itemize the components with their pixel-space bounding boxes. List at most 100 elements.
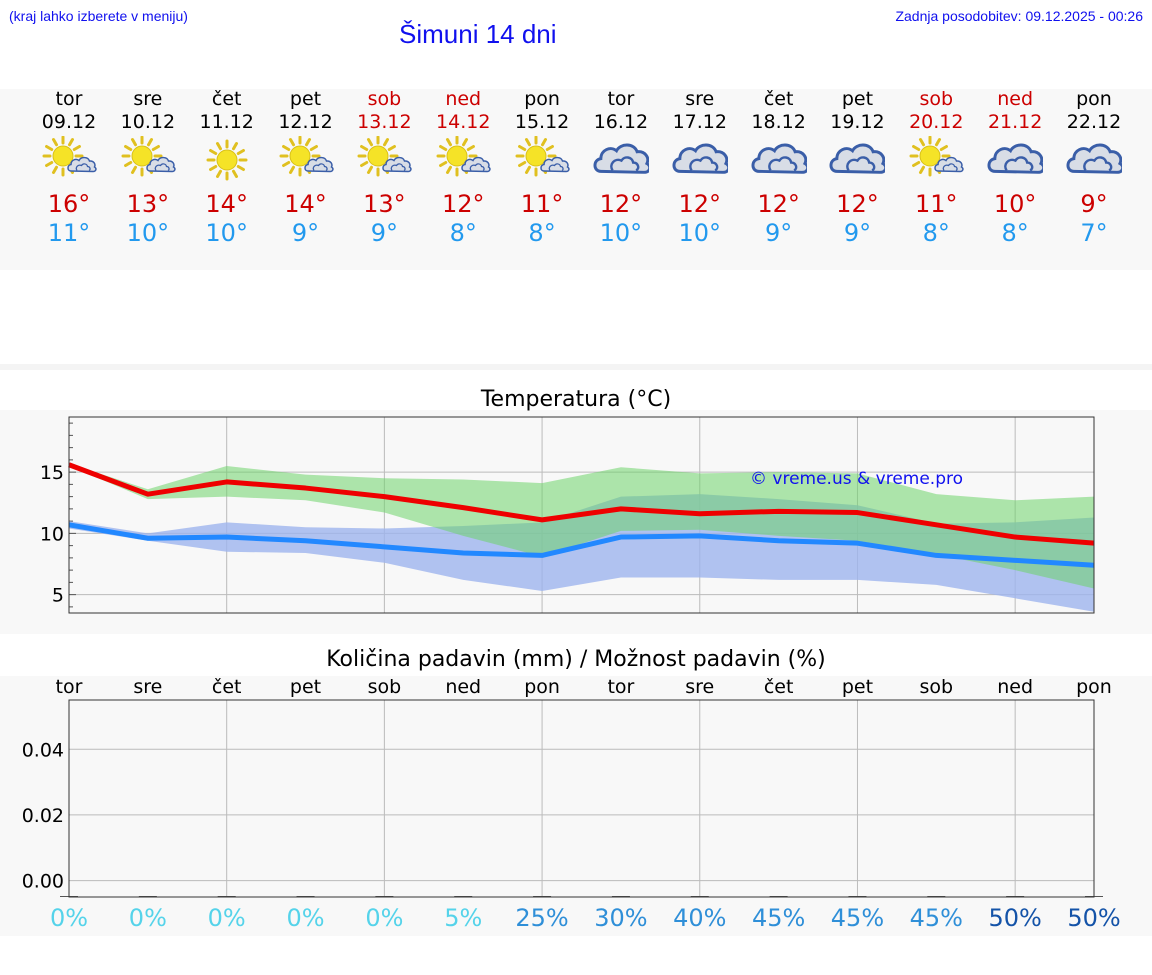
menu-hint[interactable]: (kraj lahko izberete v meniju): [9, 8, 188, 24]
forecast-day: pet 12.12 14° 9°: [267, 88, 345, 247]
day-date: 12.12: [278, 111, 333, 133]
day-date: 16.12: [593, 111, 649, 133]
sun-cloud-icon: [909, 136, 964, 177]
max-temp-range-band: [69, 463, 1094, 589]
day-name: sre: [685, 88, 715, 110]
precip-probability-label: 50%: [1067, 904, 1120, 932]
day-date: 21.12: [987, 111, 1043, 133]
forecast-day: pon 22.12 9° 7°: [1055, 88, 1133, 247]
day-name: pet: [289, 88, 322, 110]
min-temp: 8°: [922, 219, 950, 247]
cloud-icon: [1066, 143, 1122, 174]
cloud-icon: [829, 143, 886, 174]
max-temp: 11°: [915, 190, 958, 218]
cloud-icon: [751, 143, 807, 174]
precip-day-label: čet: [212, 676, 242, 698]
precip-probability-label: 40%: [673, 904, 726, 932]
day-date: 18.12: [751, 111, 806, 133]
min-temp: 9°: [370, 219, 399, 247]
forecast-day: sob 20.12 11° 8°: [897, 88, 975, 247]
precip-ytick-label: 0.00: [22, 871, 64, 893]
forecast-day: sre 17.12 12° 10°: [661, 88, 739, 247]
min-temp: 10°: [126, 219, 170, 247]
day-date: 13.12: [357, 111, 412, 133]
forecast-day: čet 11.12 14° 10°: [188, 88, 266, 247]
temp-ytick-label: 10: [40, 523, 64, 545]
day-name: pon: [1076, 88, 1112, 110]
day-name: sob: [919, 88, 954, 110]
sun-cloud-icon: [515, 136, 570, 177]
precip-day-label: pet: [842, 676, 873, 698]
day-date: 15.12: [514, 111, 570, 133]
precip-probability-label: 0%: [365, 904, 403, 932]
temp-ytick-label: 15: [40, 462, 64, 484]
precip-probability-label: 0%: [208, 904, 246, 932]
day-name: tor: [607, 88, 635, 110]
forecast-day: ned 14.12 12° 8°: [424, 88, 502, 247]
max-temp: 14°: [284, 190, 327, 218]
day-date: 14.12: [436, 111, 491, 133]
precip-day-label: ned: [997, 676, 1033, 698]
precip-day-label: sre: [133, 676, 162, 698]
min-temp-line: [68, 522, 1095, 568]
temp-plot-frame: [68, 416, 1095, 614]
precip-probability-label: 50%: [988, 904, 1041, 932]
temperature-chart-title: Temperatura (°C): [480, 387, 672, 412]
precip-probability-label: 25%: [515, 904, 568, 932]
sun-cloud-icon: [357, 136, 413, 177]
day-date: 10.12: [120, 111, 176, 133]
temp-ytick-label: 5: [52, 585, 64, 607]
min-temp: 9°: [291, 219, 320, 247]
day-name: pon: [524, 88, 560, 110]
precip-day-label: ned: [445, 676, 481, 698]
max-temp: 12°: [757, 190, 800, 218]
precip-probability-label: 30%: [594, 904, 647, 932]
min-temp: 9°: [764, 219, 793, 247]
precip-probability-label: 0%: [50, 904, 88, 932]
forecast-day: sre 10.12 13° 10°: [109, 88, 187, 247]
cloud-icon: [593, 143, 649, 174]
precip-ytick-label: 0.04: [22, 739, 64, 761]
min-temp: 10°: [678, 219, 722, 247]
max-temp: 12°: [599, 190, 643, 218]
precip-plot-area: [69, 700, 1094, 897]
precip-probability-label: 45%: [910, 904, 963, 932]
sun-cloud-icon: [121, 136, 176, 177]
max-temp: 13°: [126, 190, 170, 218]
day-date: 17.12: [672, 111, 727, 133]
day-name: ned: [445, 88, 482, 110]
forecast-day: ned 21.12 10° 8°: [976, 88, 1054, 247]
max-temp-line: [68, 462, 1095, 546]
precip-probability-label: 45%: [831, 904, 884, 932]
precip-day-label: pon: [1076, 676, 1112, 698]
precipitation-chart-title: Količina padavin (mm) / Možnost padavin …: [326, 647, 826, 672]
precip-day-label: sob: [920, 676, 954, 698]
min-temp: 8°: [449, 219, 477, 247]
precipitation-chart: tor sre čet pet sob ned pon tor sre čet pet sob ned p…: [22, 676, 1121, 932]
cloud-icon: [987, 143, 1044, 174]
max-temp: 16°: [47, 190, 91, 218]
precip-day-label: čet: [764, 676, 794, 698]
day-date: 19.12: [830, 111, 885, 133]
forecast-day: pon 15.12 11° 8°: [503, 88, 581, 247]
day-date: 22.12: [1066, 111, 1122, 133]
day-name: sob: [367, 88, 402, 110]
precip-probability-label: 45%: [752, 904, 805, 932]
max-temp: 11°: [520, 190, 564, 218]
forecast-day: čet 18.12 12° 9°: [740, 88, 818, 247]
precip-day-label: tor: [56, 676, 83, 698]
forecast-day: sob 13.12 13° 9°: [345, 88, 423, 247]
last-update: Zadnja posodobitev: 09.12.2025 - 00:26: [895, 8, 1143, 24]
max-temp: 12°: [678, 190, 722, 218]
day-date: 11.12: [199, 111, 254, 133]
precip-probability-label: 0%: [286, 904, 324, 932]
min-temp: 9°: [843, 219, 872, 247]
precip-probability-label: 0%: [129, 904, 167, 932]
day-name: ned: [997, 88, 1034, 110]
precip-plot-frame: [68, 699, 1095, 898]
sun-cloud-icon: [279, 136, 334, 177]
precip-probability-label: 5%: [444, 904, 482, 932]
day-date: 20.12: [909, 111, 964, 133]
cloud-icon: [672, 143, 728, 174]
sun-icon: [206, 139, 248, 181]
